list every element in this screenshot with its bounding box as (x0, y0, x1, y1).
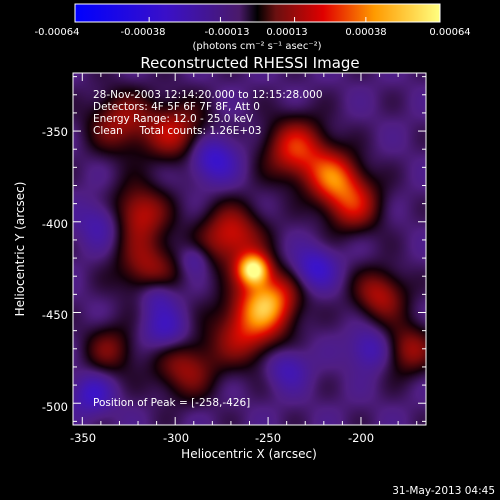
colorbar-tick-label-0: -0.00064 (35, 27, 80, 38)
annotation-detectors: Detectors: 4F 5F 6F 7F 8F, Att 0 (93, 101, 260, 113)
x-tick-label-3: -200 (348, 431, 374, 445)
annotation-energy-range: Energy Range: 12.0 - 25.0 keV (93, 113, 254, 125)
colorbar-ticks (74, 17, 441, 22)
colorbar-tick-label-5: 0.00064 (429, 27, 470, 38)
colorbar-tick-label-1: -0.00038 (121, 27, 166, 38)
y-tick-label-2: -450 (42, 308, 68, 322)
y-tick-label-1: -400 (42, 217, 68, 231)
y-tick-label-3: -500 (42, 400, 68, 414)
y-axis-title: Heliocentric Y (arcsec) (13, 182, 27, 317)
x-tick-label-2: -250 (255, 431, 281, 445)
colorbar-tick-label-2: -0.00013 (205, 27, 250, 38)
x-tick-label-0: -350 (70, 431, 96, 445)
colorbar-tick-label-3: 0.00013 (266, 27, 307, 38)
colorbar-tick-label-4: 0.00038 (345, 27, 386, 38)
chart-title: Reconstructed RHESSI Image (140, 54, 359, 72)
y-tick-label-0: -350 (42, 125, 68, 139)
colorbar (74, 3, 441, 23)
heatmap-image (73, 73, 426, 425)
peak-position-label: Position of Peak = [-258,-426] (93, 397, 250, 409)
axis-ticks (73, 73, 426, 425)
x-tick-label-1: -300 (163, 431, 189, 445)
footer-date: 31-May-2013 04:45 (392, 485, 495, 497)
colorbar-unit-label: (photons cm⁻² s⁻¹ asec⁻²) (192, 41, 321, 52)
x-axis-title: Heliocentric X (arcsec) (181, 447, 317, 461)
annotation-time-range: 28-Nov-2003 12:14:20.000 to 12:15:28.000 (93, 89, 323, 101)
annotation-clean-counts: Clean Total counts: 1.26E+03 (93, 125, 262, 137)
